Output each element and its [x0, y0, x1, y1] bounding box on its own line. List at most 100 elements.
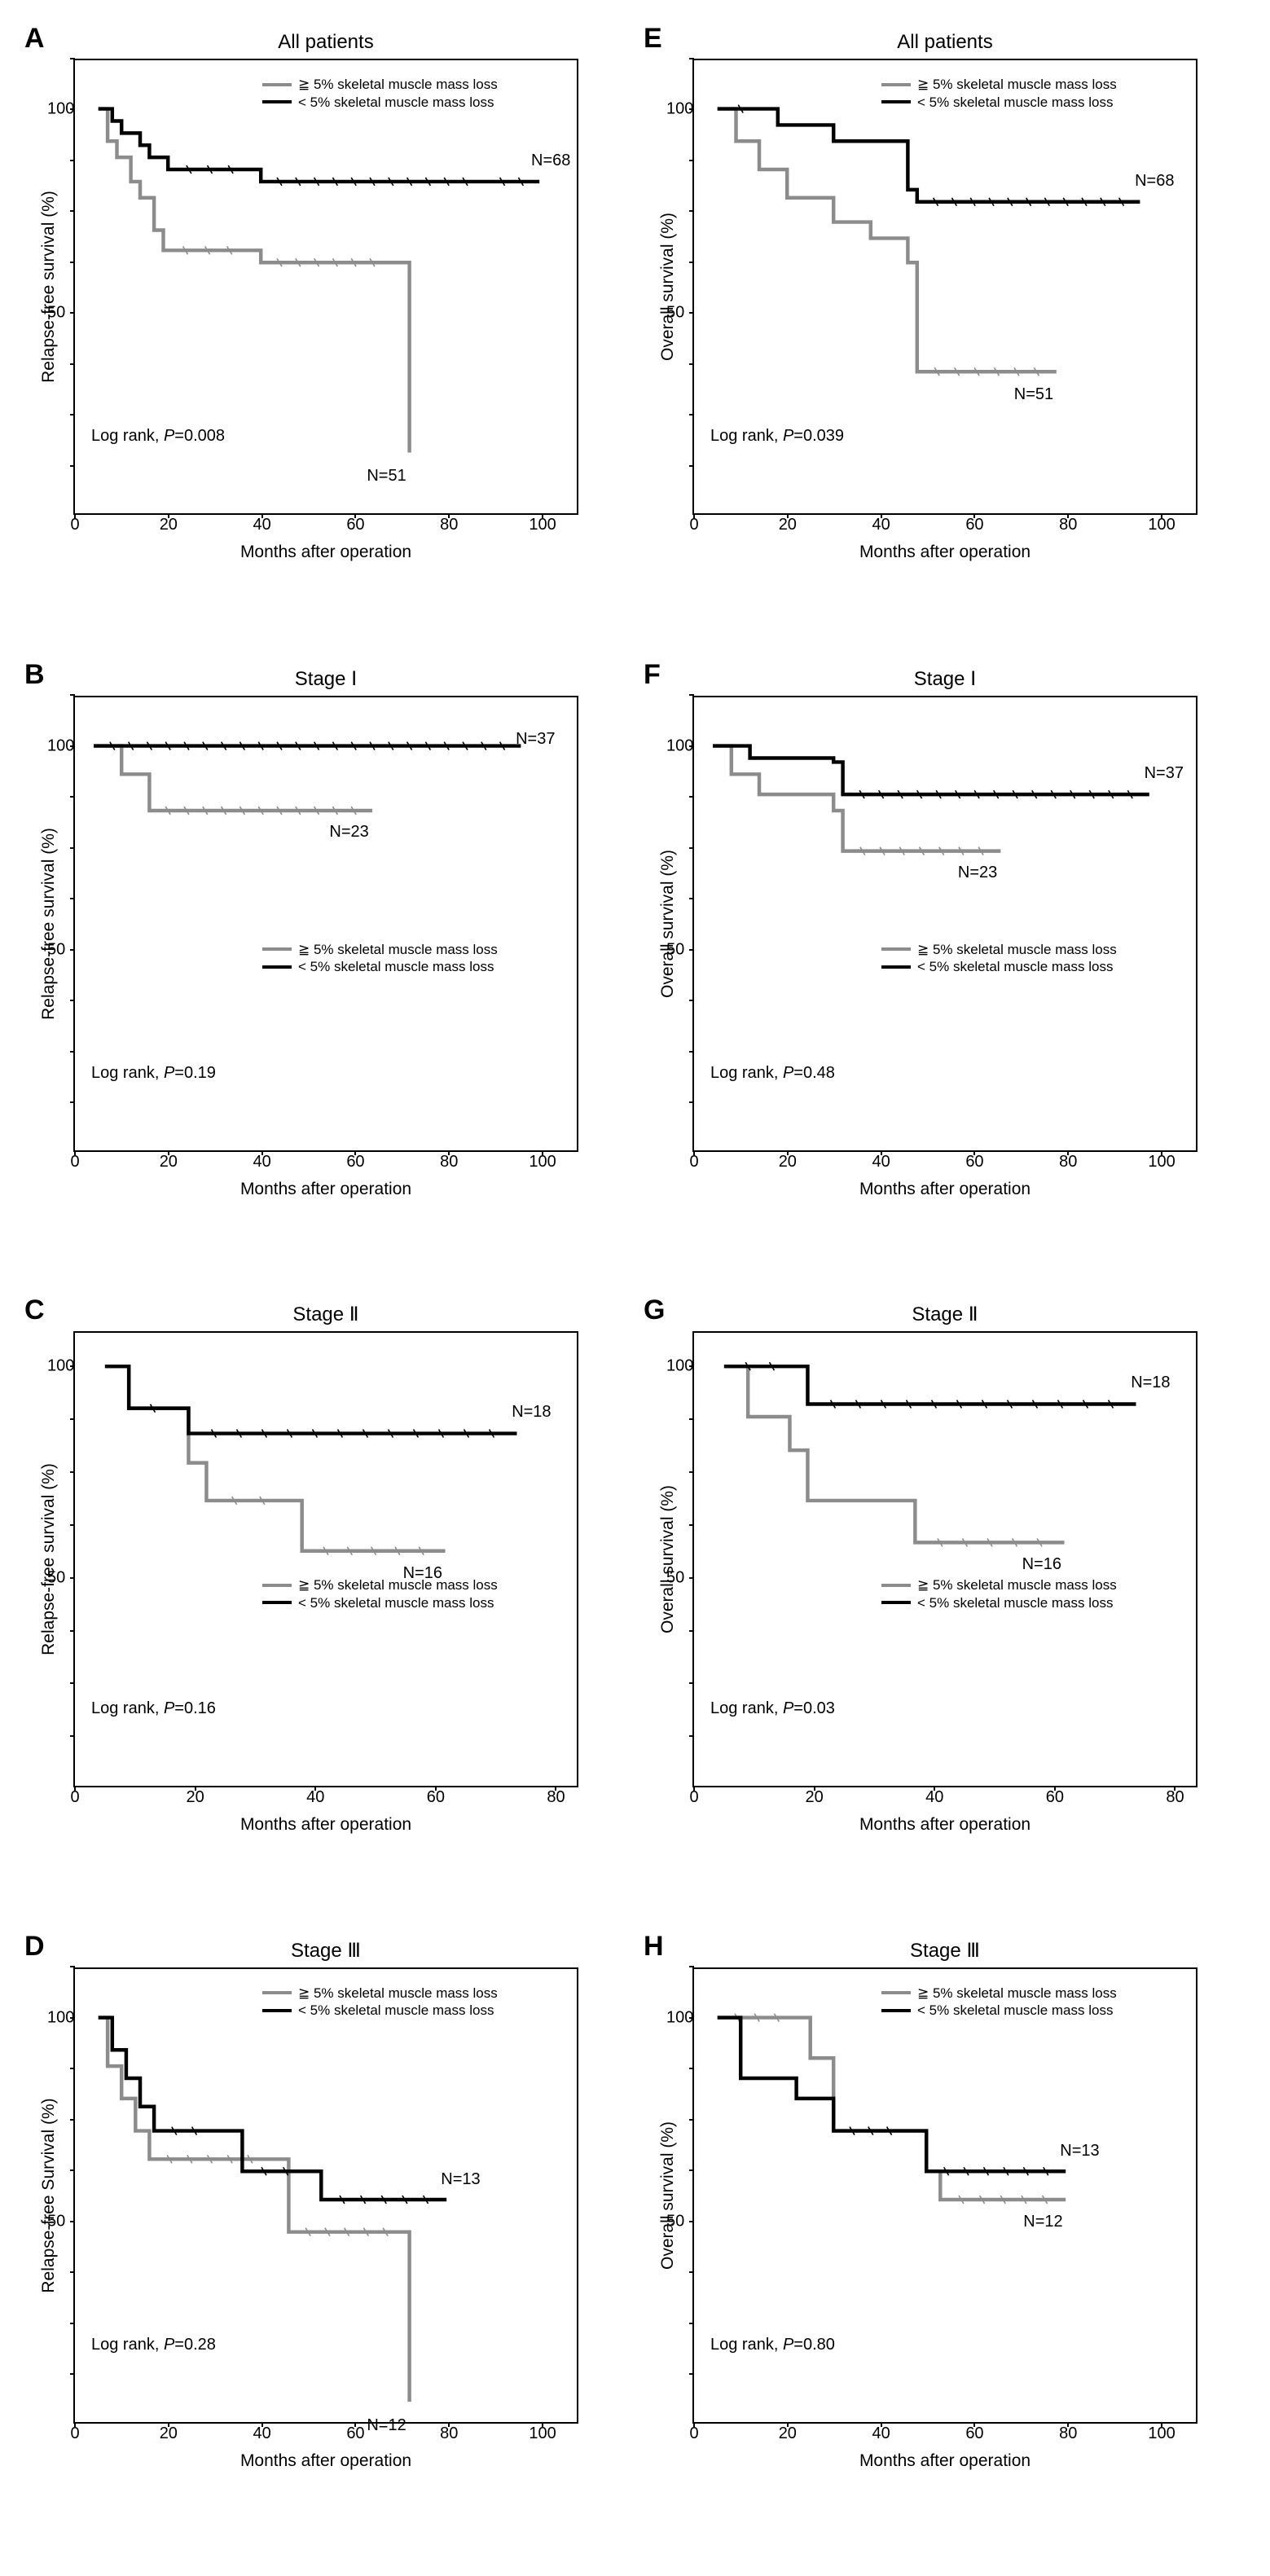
n-label-low-loss-F: N=37 — [1145, 764, 1184, 783]
x-tick-mark-G-40 — [934, 1786, 935, 1791]
x-tick-label-G-40: 40 — [925, 1788, 943, 1807]
n-label-high-loss-A: N=51 — [367, 467, 406, 486]
curve-low-loss-G — [724, 1366, 1136, 1404]
curve-low-loss-D — [99, 2017, 446, 2199]
panel-letter-B: B — [24, 659, 45, 691]
x-tick-mark-H-40 — [881, 2422, 882, 2427]
chart-area-D: Relapse-free Survival (%) 50 100 0 20 40 60 80 1… — [73, 1967, 578, 2424]
x-tick-mark-E-100 — [1161, 513, 1162, 518]
legend-F: ≧ 5% skeletal muscle mass loss < 5% skele… — [881, 942, 1183, 977]
panel-A: A All patients Relapse-free survival (%) 50… — [16, 16, 635, 652]
legend-swatch-high-loss-A — [262, 83, 292, 86]
x-tick-label-G-20: 20 — [805, 1788, 823, 1807]
x-tick-label-H-80: 80 — [1059, 2424, 1077, 2443]
x-tick-label-B-0: 0 — [70, 1153, 79, 1172]
legend-label-high-loss-H: ≧ 5% skeletal muscle mass loss — [917, 1985, 1117, 2002]
x-tick-label-A-20: 20 — [160, 516, 178, 534]
panel-title-B: Stage Ⅰ — [33, 667, 619, 691]
chart-area-A: Relapse-free survival (%) 50 100 0 20 40 60 80 1… — [73, 59, 578, 515]
panel-letter-H: H — [644, 1931, 664, 1963]
legend-swatch-low-loss-C — [262, 1601, 292, 1604]
x-tick-mark-B-100 — [542, 1150, 543, 1155]
x-tick-mark-H-80 — [1067, 2422, 1069, 2427]
panel-letter-A: A — [24, 23, 45, 55]
x-tick-mark-G-60 — [1054, 1786, 1056, 1791]
n-label-low-loss-G: N=18 — [1131, 1374, 1170, 1392]
x-tick-mark-E-80 — [1067, 513, 1069, 518]
x-tick-label-A-80: 80 — [440, 516, 458, 534]
x-axis-label-E: Months after operation — [652, 543, 1238, 562]
logrank-label-B: Log rank, P=0.19 — [91, 1064, 216, 1083]
panel-letter-C: C — [24, 1295, 45, 1326]
x-tick-label-B-80: 80 — [440, 1153, 458, 1172]
n-label-high-loss-G: N=16 — [1022, 1555, 1061, 1574]
y-axis-label-B: Relapse-free survival (%) — [39, 828, 59, 1020]
legend-label-low-loss-C: < 5% skeletal muscle mass loss — [298, 1595, 494, 1611]
x-axis-label-C: Months after operation — [33, 1815, 619, 1835]
panel-E: E All patients Overall survival (%) 50 100 0 2… — [635, 16, 1255, 652]
x-tick-label-F-20: 20 — [779, 1153, 797, 1172]
x-axis-label-A: Months after operation — [33, 543, 619, 562]
y-tick-minor-D-112.5 — [70, 1966, 75, 1967]
n-label-high-loss-B: N=23 — [329, 823, 368, 842]
x-tick-mark-B-80 — [448, 1150, 450, 1155]
chart-area-H: Overall survival (%) 50 100 0 20 40 60 80 100 ≧ 5… — [692, 1967, 1197, 2424]
x-tick-label-C-80: 80 — [547, 1788, 565, 1807]
y-tick-label-H-50: 50 — [666, 2212, 684, 2231]
x-tick-mark-D-20 — [168, 2422, 169, 2427]
legend-swatch-low-loss-H — [881, 2009, 911, 2012]
x-tick-label-F-80: 80 — [1059, 1153, 1077, 1172]
legend-label-low-loss-D: < 5% skeletal muscle mass loss — [298, 2002, 494, 2019]
x-tick-label-B-100: 100 — [529, 1153, 556, 1172]
chart-area-E: Overall survival (%) 50 100 0 20 40 60 80 100 ≧ 5… — [692, 59, 1197, 515]
y-axis-label-E: Overall survival (%) — [658, 213, 678, 361]
x-axis-label-F: Months after operation — [652, 1180, 1238, 1199]
logrank-label-A: Log rank, P=0.008 — [91, 427, 225, 446]
n-label-high-loss-F: N=23 — [958, 864, 997, 882]
legend-swatch-high-loss-C — [262, 1584, 292, 1587]
curve-low-loss-C — [105, 1366, 517, 1433]
x-tick-label-D-20: 20 — [160, 2424, 178, 2443]
x-tick-mark-E-0 — [693, 513, 695, 518]
x-axis-label-H: Months after operation — [652, 2451, 1238, 2471]
legend-H: ≧ 5% skeletal muscle mass loss < 5% skele… — [881, 1985, 1183, 2020]
x-tick-mark-H-100 — [1161, 2422, 1162, 2427]
legend-label-high-loss-D: ≧ 5% skeletal muscle mass loss — [298, 1985, 498, 2002]
n-label-low-loss-B: N=37 — [516, 730, 555, 749]
x-tick-mark-B-0 — [74, 1150, 76, 1155]
panel-title-A: All patients — [33, 31, 619, 54]
x-tick-mark-B-40 — [261, 1150, 263, 1155]
logrank-label-C: Log rank, P=0.16 — [91, 1699, 216, 1718]
x-tick-mark-A-40 — [261, 513, 263, 518]
x-tick-mark-F-80 — [1067, 1150, 1069, 1155]
x-tick-mark-E-60 — [973, 513, 975, 518]
x-tick-mark-A-100 — [542, 513, 543, 518]
panel-G: G Stage Ⅱ Overall survival (%) 50 100 0 20 40 60… — [635, 1288, 1255, 1923]
x-tick-mark-C-0 — [74, 1786, 76, 1791]
y-axis-label-D: Relapse-free Survival (%) — [39, 2098, 59, 2292]
x-tick-label-H-0: 0 — [689, 2424, 698, 2443]
x-tick-label-E-80: 80 — [1059, 516, 1077, 534]
y-tick-label-C-50: 50 — [47, 1568, 65, 1587]
n-label-low-loss-A: N=68 — [531, 152, 570, 170]
x-tick-mark-C-80 — [555, 1786, 556, 1791]
x-tick-mark-F-40 — [881, 1150, 882, 1155]
panel-F: F Stage Ⅰ Overall survival (%) 50 100 0 20 40 60… — [635, 653, 1255, 1288]
x-tick-label-B-20: 20 — [160, 1153, 178, 1172]
x-tick-mark-H-60 — [973, 2422, 975, 2427]
panel-title-H: Stage Ⅲ — [652, 1939, 1238, 1963]
x-tick-mark-B-60 — [354, 1150, 356, 1155]
x-tick-label-D-100: 100 — [529, 2424, 556, 2443]
x-tick-label-C-0: 0 — [70, 1788, 79, 1807]
logrank-label-G: Log rank, P=0.03 — [710, 1699, 835, 1718]
x-tick-label-C-60: 60 — [427, 1788, 445, 1807]
legend-swatch-low-loss-G — [881, 1601, 911, 1604]
x-tick-mark-C-20 — [195, 1786, 196, 1791]
x-tick-label-E-60: 60 — [965, 516, 983, 534]
y-tick-label-D-50: 50 — [47, 2212, 65, 2231]
x-tick-mark-E-20 — [787, 513, 789, 518]
x-tick-mark-F-0 — [693, 1150, 695, 1155]
y-axis-label-H: Overall survival (%) — [658, 2121, 678, 2269]
x-tick-label-A-100: 100 — [529, 516, 556, 534]
x-tick-mark-C-40 — [314, 1786, 316, 1791]
